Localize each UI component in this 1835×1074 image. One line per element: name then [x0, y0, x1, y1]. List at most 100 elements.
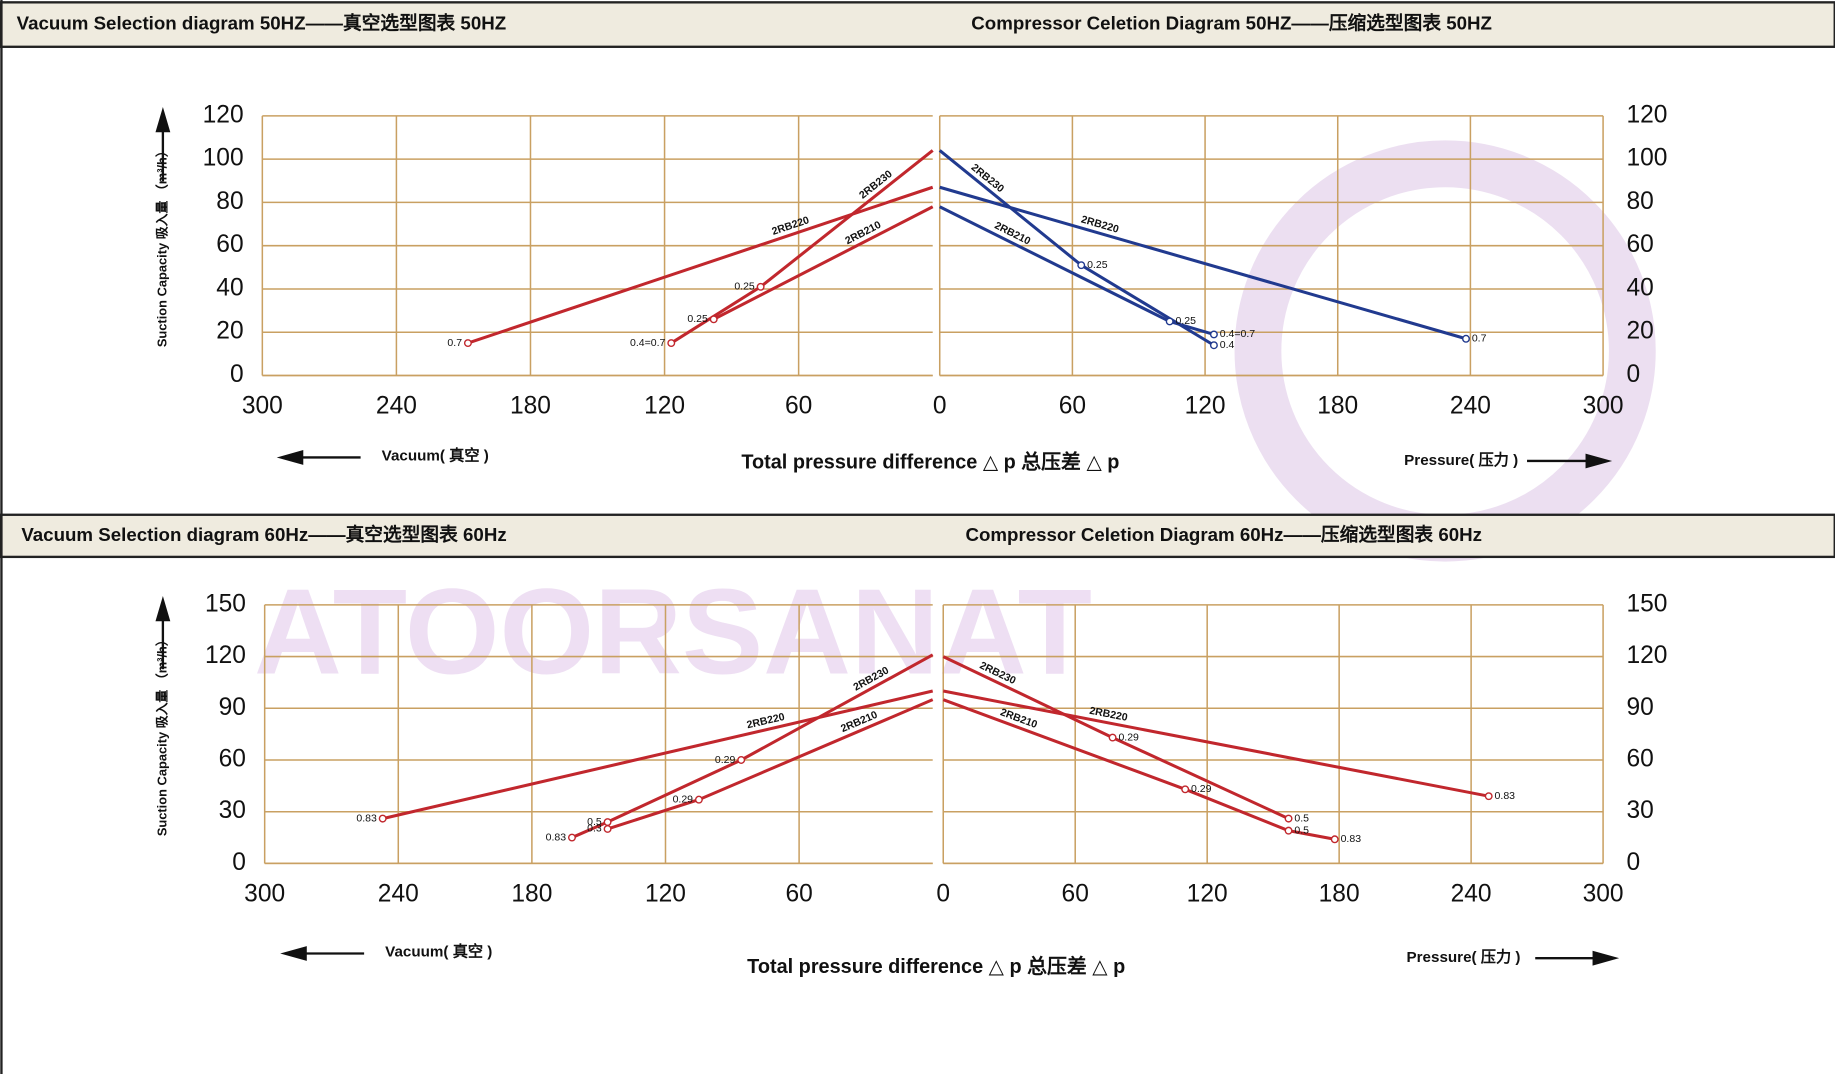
data-point	[756, 282, 765, 291]
data-point	[378, 814, 387, 823]
x-tick-label: 120	[1187, 880, 1228, 907]
x-tick-label: 180	[1319, 880, 1360, 907]
y-axis-label: Suction Capacity 吸入量 （m³/h）	[154, 633, 169, 836]
point-label: 0.29	[1118, 731, 1139, 743]
data-point	[1209, 341, 1218, 350]
point-label: 0.83	[546, 831, 567, 843]
watermark-text: ATOORSANAT	[254, 563, 1092, 699]
series-line	[942, 689, 1489, 798]
data-point	[1209, 330, 1218, 339]
x-tick-label: 120	[645, 880, 686, 907]
data-point	[1077, 261, 1086, 270]
series-line	[571, 653, 934, 839]
data-point	[603, 818, 612, 827]
data-point	[1330, 835, 1339, 844]
point-label: 0.4=0.7	[630, 337, 666, 349]
x-tick-label: 0	[936, 880, 950, 907]
y-tick-label: 90	[1626, 694, 1653, 721]
x-tick-label: 180	[511, 880, 552, 907]
series-line	[467, 185, 934, 345]
arrow-head	[155, 106, 171, 133]
arrow-head	[1592, 950, 1620, 966]
x-tick-label: 60	[785, 880, 812, 907]
arrow-head	[155, 596, 171, 622]
direction-label: Pressure( 压力 )	[1407, 948, 1521, 966]
series-line	[382, 689, 934, 821]
y-tick-label: 40	[216, 274, 243, 301]
point-label: 0.5	[1294, 812, 1309, 824]
x-tick-label: 60	[1062, 880, 1089, 907]
arrow-head	[276, 450, 304, 465]
panel-title: Vacuum Selection diagram 50HZ——真空选型图表 50…	[17, 13, 507, 34]
point-label: 0.29	[673, 793, 694, 805]
data-point	[1284, 814, 1293, 823]
y-tick-label: 60	[1626, 745, 1653, 772]
y-tick-label: 20	[1626, 318, 1653, 345]
y-tick-label: 120	[1626, 642, 1667, 669]
y-tick-label: 30	[1626, 797, 1653, 824]
y-tick-label: 20	[216, 318, 243, 345]
point-label: 0.83	[356, 812, 377, 824]
x-tick-label: 240	[376, 393, 417, 420]
x-tick-label: 60	[785, 393, 812, 420]
x-tick-label: 120	[644, 393, 685, 420]
x-tick-label: 180	[510, 393, 551, 420]
y-tick-label: 120	[203, 101, 244, 128]
data-point	[1181, 785, 1190, 794]
data-point	[1484, 792, 1493, 801]
series-line	[713, 205, 934, 321]
point-label: 0.7	[1472, 333, 1487, 345]
point-label: 0.83	[1495, 790, 1516, 802]
y-axis-label: Suction Capacity 吸入量 （m³/h）	[154, 144, 169, 347]
data-point	[1165, 317, 1174, 326]
y-tick-label: 0	[232, 849, 246, 876]
data-point	[567, 833, 576, 842]
y-tick-label: 80	[1626, 188, 1653, 215]
x-tick-label: 300	[244, 880, 285, 907]
y-tick-label: 150	[1626, 590, 1667, 617]
panel-title: Compressor Celetion Diagram 50HZ——压缩选型图表…	[971, 13, 1492, 34]
point-label: 0.4	[1220, 339, 1235, 351]
data-point	[463, 339, 472, 348]
y-tick-label: 90	[219, 694, 246, 721]
data-point	[737, 756, 746, 764]
y-tick-label: 150	[205, 590, 246, 617]
y-tick-label: 0	[230, 361, 244, 388]
x-tick-label: 0	[933, 393, 947, 420]
x-tick-label: 60	[1059, 393, 1086, 420]
y-tick-label: 30	[219, 797, 246, 824]
x-tick-label: 180	[1317, 393, 1358, 420]
arrow-head	[1585, 453, 1613, 469]
y-tick-label: 120	[1626, 101, 1667, 128]
data-point	[667, 339, 676, 348]
y-tick-label: 100	[1626, 145, 1667, 172]
x-axis-label: Total pressure difference △ p 总压差 △ p	[747, 955, 1125, 978]
point-label: 0.4=0.7	[1220, 328, 1256, 340]
point-label: 0.5	[587, 816, 602, 828]
point-label: 0.3	[587, 823, 602, 835]
y-tick-label: 60	[216, 231, 243, 258]
data-point	[1462, 334, 1470, 343]
point-label: 0.25	[1176, 315, 1197, 327]
point-label: 0.25	[1087, 259, 1108, 271]
y-tick-label: 120	[205, 642, 246, 669]
x-tick-label: 240	[378, 880, 419, 907]
series-line	[939, 185, 1467, 341]
point-label: 0.5	[1294, 824, 1309, 836]
arrow-head	[280, 946, 307, 961]
x-tick-label: 120	[1185, 393, 1226, 420]
data-point	[1108, 733, 1117, 742]
header-bar	[0, 513, 1835, 559]
point-label: 0.25	[687, 313, 708, 325]
data-point	[694, 795, 703, 804]
data-point	[1284, 826, 1293, 835]
direction-label: Vacuum( 真空 )	[382, 446, 489, 464]
point-label: 0.29	[715, 754, 736, 766]
series-line	[942, 698, 1336, 841]
point-label: 0.25	[734, 281, 755, 293]
panel-title: Compressor Celetion Diagram 60Hz——压缩选型图表…	[965, 524, 1482, 545]
x-tick-label: 300	[1583, 880, 1624, 907]
x-tick-label: 240	[1450, 393, 1491, 420]
direction-label: Pressure( 压力 )	[1404, 451, 1518, 469]
